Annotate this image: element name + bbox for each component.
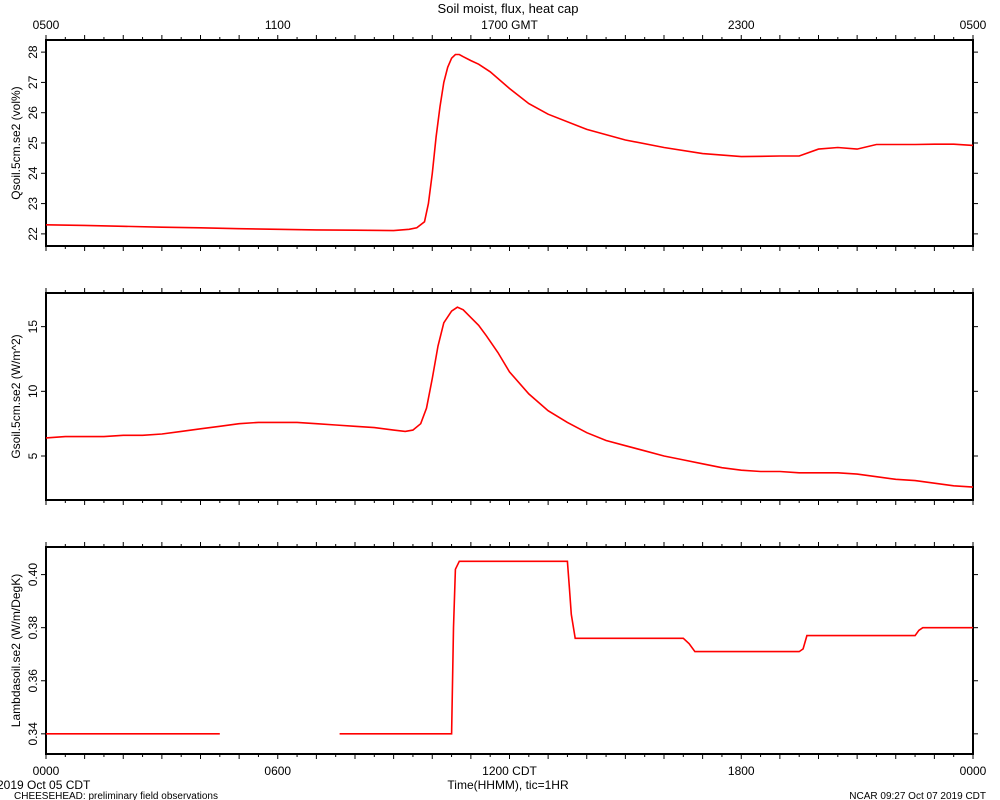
y-tick-label: 26: [26, 106, 40, 120]
bottom-cdt-axis: 0000 0600 1200 CDT 1800 0000: [33, 764, 987, 778]
y-tick-label: 28: [26, 45, 40, 59]
top-gmt-axis: 0500 1100 1700 GMT 2300 0500: [33, 18, 987, 32]
series-line-3-2: [339, 560, 973, 735]
y-tick-label: 0.40: [26, 563, 40, 587]
series-line-2-1: [45, 306, 974, 488]
top-tick-label: 1100: [265, 18, 291, 32]
y-tick-label: 25: [26, 136, 40, 150]
top-tick-label: 0500: [960, 18, 987, 32]
top-tick-label: 1700 GMT: [481, 18, 538, 32]
top-tick-label: 2300: [728, 18, 755, 32]
y-tick-label: 10: [26, 384, 40, 398]
panel-frame: [45, 39, 974, 247]
y-axis-label: Lambdasoil.se2 (W/m/DegK): [9, 574, 23, 727]
y-tick-label: 22: [26, 227, 40, 241]
y-axis-label: Gsoil.5cm.se2 (W/m^2): [9, 334, 23, 458]
y-tick-label: 24: [26, 166, 40, 180]
panel-frame: [45, 292, 974, 501]
y-tick-label: 0.34: [26, 722, 40, 746]
bottom-tick-label: 0000: [960, 764, 987, 778]
bottom-tick-label: 1800: [728, 764, 755, 778]
y-axis-label: Qsoil.5cm.se2 (vol%): [9, 86, 23, 199]
series-line-1-1: [45, 53, 974, 232]
bottom-tick-label: 0600: [264, 764, 291, 778]
y-tick-label: 5: [26, 452, 40, 459]
chart-title: Soil moist, flux, heat cap: [438, 1, 579, 16]
y-tick-label: 27: [26, 75, 40, 89]
top-tick-label: 0500: [33, 18, 60, 32]
bottom-tick-label: 0000: [33, 764, 60, 778]
panel-1: 22 23 24 25 26 27 28 Qsoil.5cm.se2 (vol%): [9, 35, 978, 251]
x-axis-label: Time(HHMM), tic=1HR: [447, 778, 569, 792]
bottom-tick-label: 1200 CDT: [482, 764, 537, 778]
y-tick-label: 15: [26, 320, 40, 334]
y-tick-label: 0.38: [26, 616, 40, 640]
start-date-label: 2019 Oct 05 CDT: [0, 778, 91, 792]
footer-left: CHEESEHEAD: preliminary field observatio…: [14, 791, 218, 800]
footer-right: NCAR 09:27 Oct 07 2019 CDT: [849, 791, 986, 800]
y-tick-label: 0.36: [26, 669, 40, 693]
y-tick-label: 23: [26, 197, 40, 211]
chart-panels: 22 23 24 25 26 27 28 Qsoil.5cm.se2 (vol%) 5 10 15G…: [9, 35, 978, 759]
panel-frame: [45, 546, 974, 755]
